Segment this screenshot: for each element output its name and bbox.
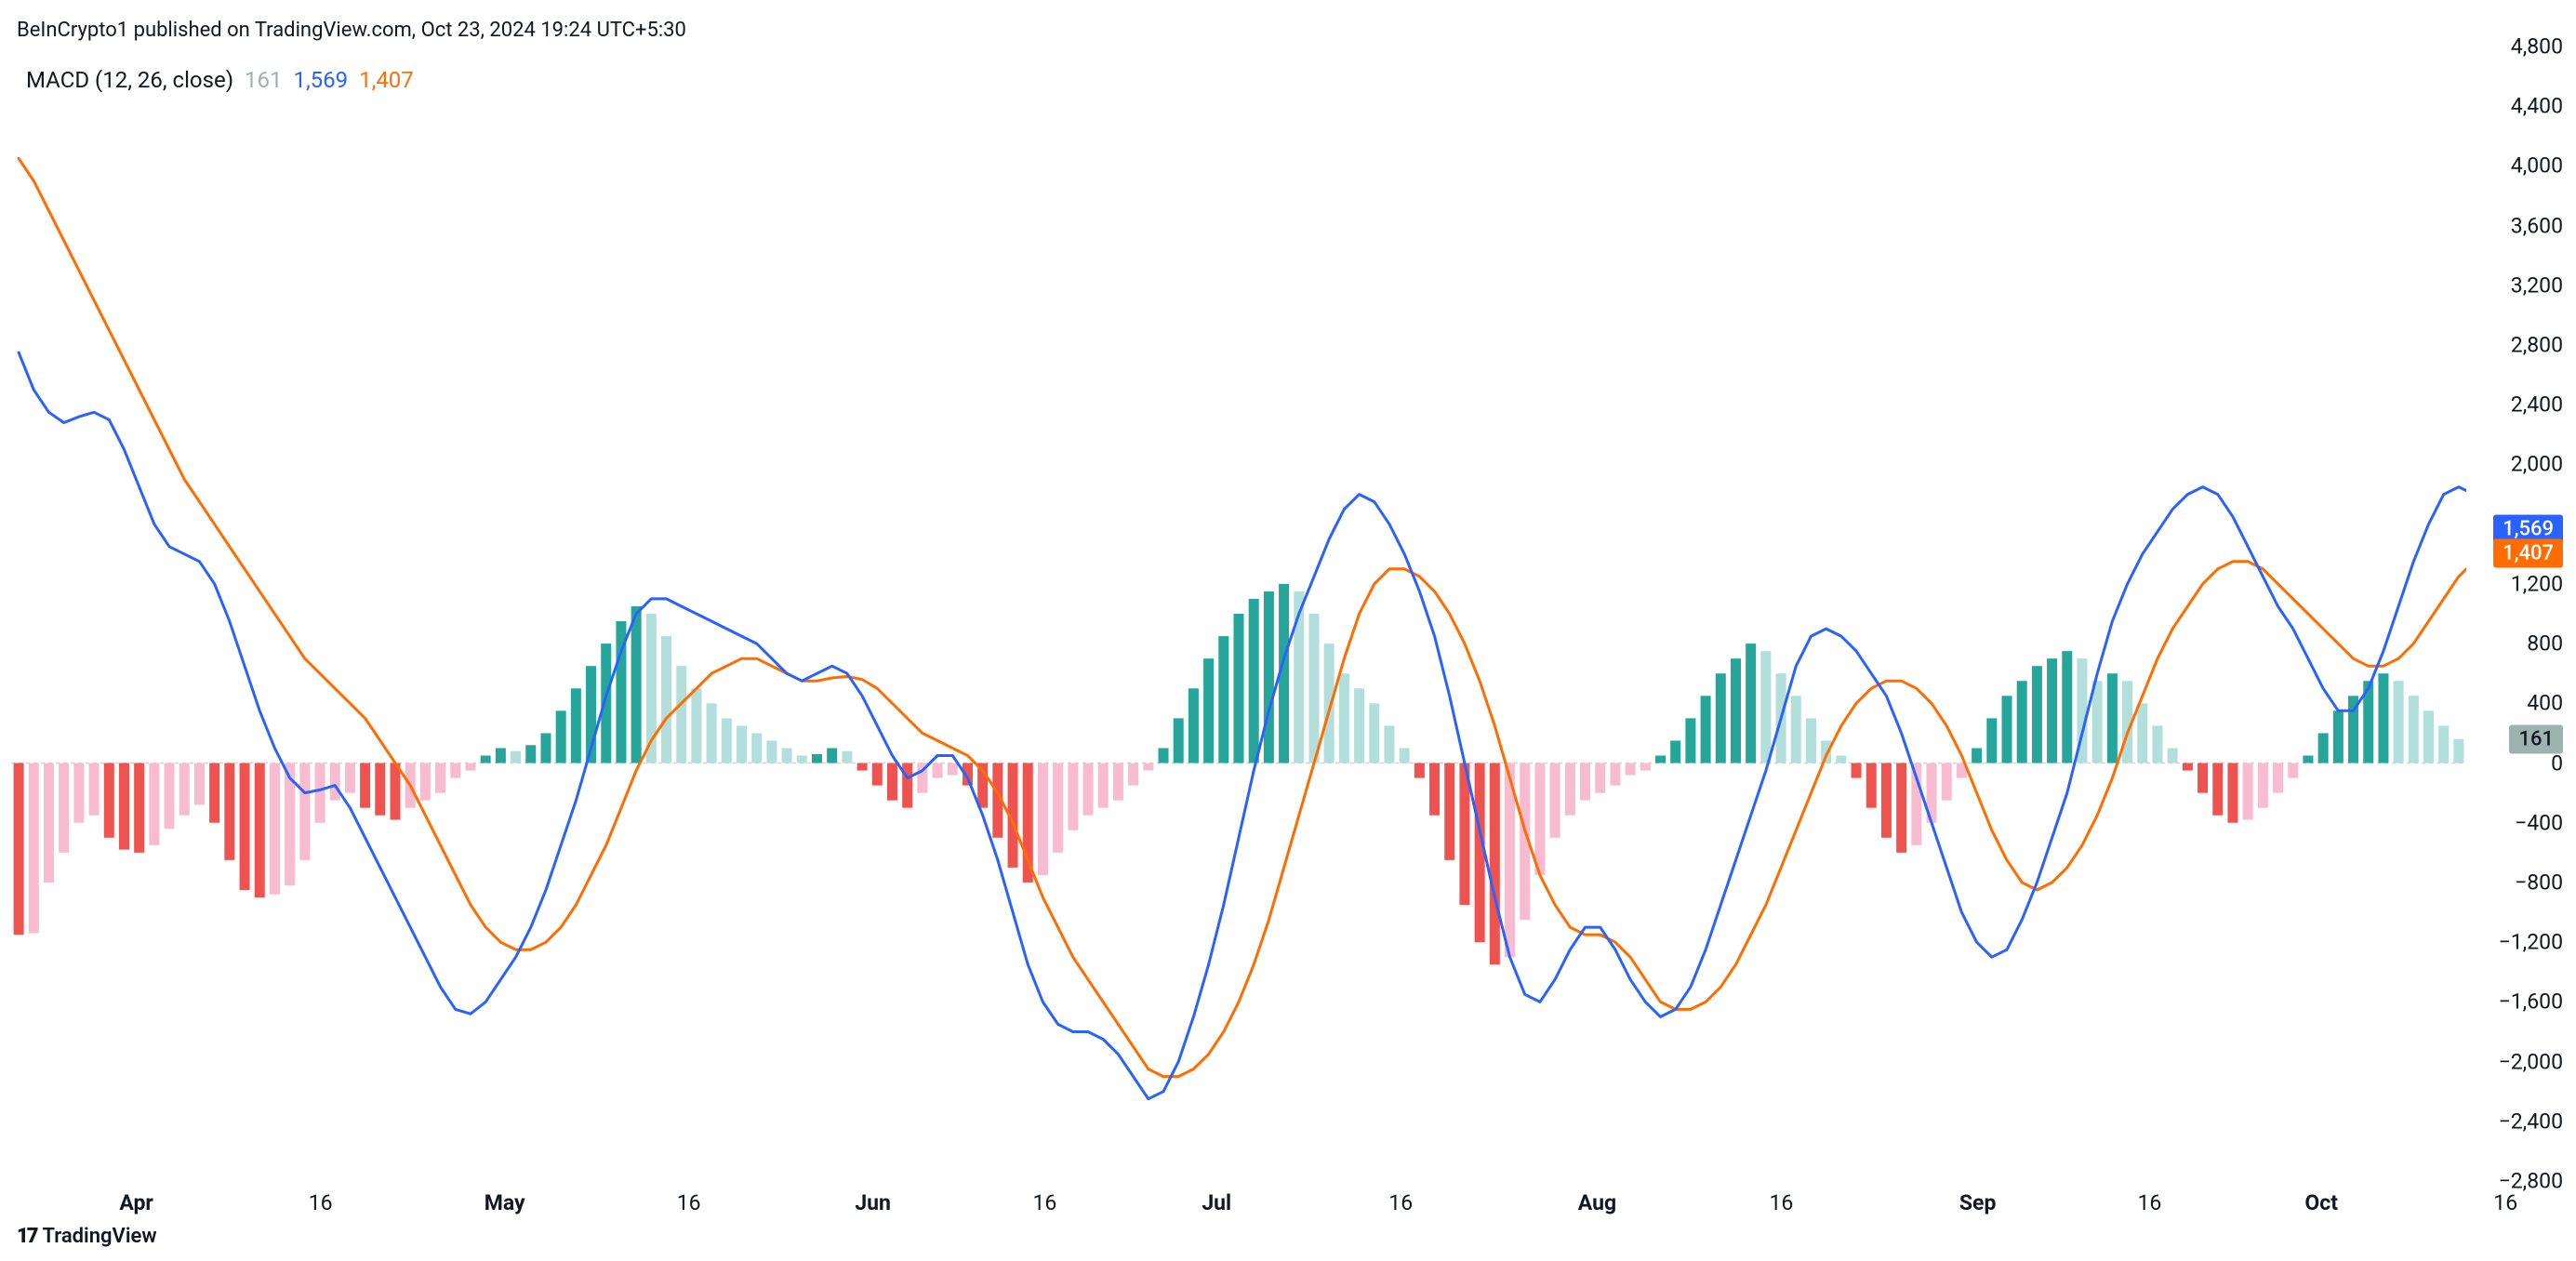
x-tick: 16 xyxy=(1770,1190,1794,1215)
x-tick: May xyxy=(485,1190,525,1215)
y-tick: 4,800 xyxy=(2466,34,2563,60)
x-tick: 16 xyxy=(309,1190,333,1215)
x-tick: Apr xyxy=(119,1190,153,1215)
y-tick: 400 xyxy=(2466,691,2563,716)
chart-svg xyxy=(11,46,2466,1181)
y-tick: 3,200 xyxy=(2466,272,2563,298)
y-tick: −800 xyxy=(2466,869,2563,895)
tradingview-logo-icon: 17 xyxy=(17,1225,37,1248)
y-tick: −2,000 xyxy=(2466,1049,2563,1074)
x-tick: 16 xyxy=(2138,1190,2162,1215)
y-tick: −2,400 xyxy=(2466,1108,2563,1134)
x-tick: 16 xyxy=(677,1190,701,1215)
y-tick: 4,000 xyxy=(2466,153,2563,179)
publisher-header: BeInCrypto1 published on TradingView.com… xyxy=(17,19,686,42)
chart-container: BeInCrypto1 published on TradingView.com… xyxy=(0,0,2576,1261)
x-tick: Jun xyxy=(855,1190,891,1215)
price-badge: 161 xyxy=(2509,724,2563,753)
y-tick: 2,000 xyxy=(2466,452,2563,477)
y-tick: 2,400 xyxy=(2466,392,2563,418)
y-tick: 0 xyxy=(2466,750,2563,776)
y-tick: 1,200 xyxy=(2466,571,2563,596)
y-axis: 4,8004,4004,0003,6003,2002,8002,4002,000… xyxy=(2466,46,2563,1181)
y-tick: 2,800 xyxy=(2466,333,2563,358)
x-axis: Apr16May16Jun16Jul16Aug16Sep16Oct16 xyxy=(11,1190,2466,1218)
y-tick: 3,600 xyxy=(2466,213,2563,238)
x-tick: Aug xyxy=(1578,1190,1616,1215)
x-tick: 16 xyxy=(1388,1190,1413,1215)
x-tick: Jul xyxy=(1202,1190,1231,1215)
y-tick: −1,600 xyxy=(2466,989,2563,1015)
tradingview-brand: TradingView xyxy=(43,1225,157,1248)
y-tick: 800 xyxy=(2466,631,2563,657)
tradingview-footer: 17 TradingView xyxy=(17,1225,157,1248)
x-tick: 16 xyxy=(2493,1190,2517,1215)
plot-area[interactable] xyxy=(11,46,2466,1181)
x-tick: Oct xyxy=(2304,1190,2338,1215)
price-badge: 1,407 xyxy=(2493,538,2563,567)
y-tick: −400 xyxy=(2466,810,2563,835)
y-tick: −1,200 xyxy=(2466,930,2563,955)
y-tick: 4,400 xyxy=(2466,94,2563,119)
x-tick: Sep xyxy=(1959,1190,1997,1215)
x-tick: 16 xyxy=(1033,1190,1057,1215)
